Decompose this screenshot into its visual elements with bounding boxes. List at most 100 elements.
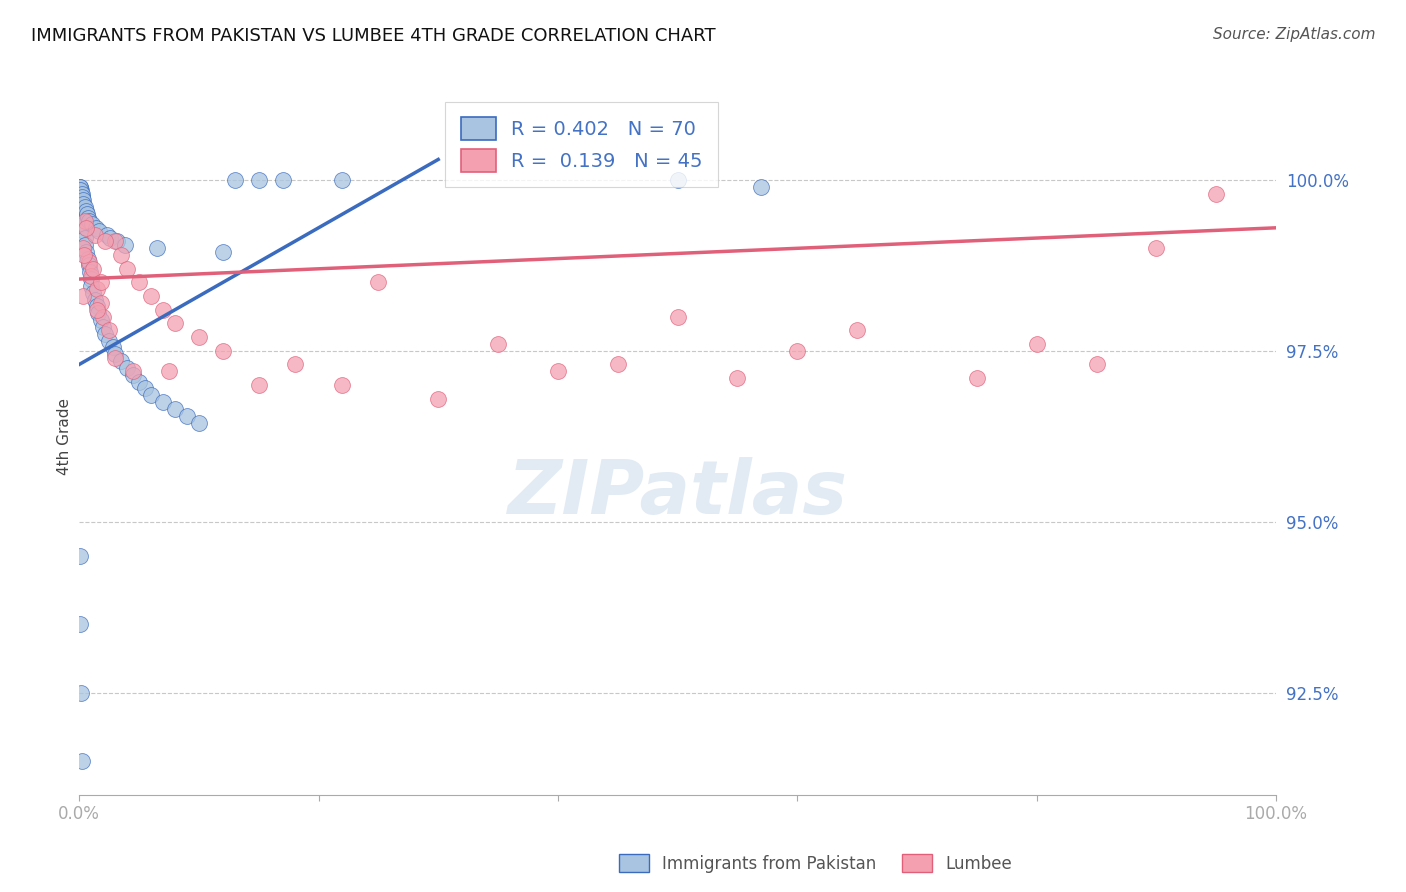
Point (72, 203, 94, 218)
Point (966, 371, 988, 385)
Point (73, 200, 96, 214)
Point (69, 200, 91, 214)
Text: IMMIGRANTS FROM PAKISTAN VS LUMBEE 4TH GRADE CORRELATION CHART: IMMIGRANTS FROM PAKISTAN VS LUMBEE 4TH G… (31, 27, 716, 45)
Point (122, 368, 145, 382)
Point (163, 401, 186, 416)
Point (91, 310, 114, 324)
Point (247, 173, 270, 187)
Point (77, 211, 100, 225)
Point (139, 388, 162, 402)
Point (82, 261, 104, 276)
Point (115, 360, 138, 375)
Point (90, 313, 112, 327)
Legend: Immigrants from Pakistan, Lumbee: Immigrants from Pakistan, Lumbee (613, 847, 1018, 880)
Point (75, 214, 97, 228)
Point (69, 194, 91, 208)
Point (122, 364, 145, 378)
Point (104, 235, 127, 249)
Point (79, 265, 101, 279)
Point (96, 227, 118, 242)
Point (75, 203, 97, 218)
Point (77, 255, 100, 269)
Point (104, 347, 127, 361)
Point (152, 302, 174, 317)
Point (80, 279, 103, 293)
Point (69, 179, 91, 194)
Point (87, 306, 110, 320)
Legend: R = 0.402   N = 70, R =  0.139   N = 45: R = 0.402 N = 70, R = 0.139 N = 45 (446, 102, 718, 187)
Point (86, 302, 108, 317)
Point (104, 351, 127, 365)
Point (211, 343, 233, 358)
Point (157, 364, 180, 378)
Point (666, 173, 689, 187)
Point (98, 334, 121, 348)
Point (73, 218, 96, 232)
Point (163, 317, 186, 331)
Point (70, 186, 93, 201)
Text: ZIPatlas: ZIPatlas (508, 458, 848, 530)
Point (271, 173, 294, 187)
Point (101, 340, 124, 354)
Point (128, 276, 150, 290)
Point (98, 323, 121, 337)
Point (332, 378, 354, 392)
Point (84, 220, 107, 235)
Point (77, 259, 100, 273)
Point (90, 296, 112, 310)
Point (86, 282, 108, 296)
Point (75, 244, 97, 259)
Point (94, 326, 117, 341)
Point (70, 190, 93, 204)
Point (76, 252, 98, 266)
Point (90, 276, 112, 290)
Point (94, 235, 117, 249)
Point (110, 354, 132, 368)
Point (69, 183, 91, 197)
Point (367, 276, 389, 290)
Point (69, 617, 91, 632)
Text: Source: ZipAtlas.com: Source: ZipAtlas.com (1212, 27, 1375, 42)
Point (427, 392, 450, 406)
Point (70, 685, 93, 699)
Point (86, 299, 108, 313)
Point (846, 323, 869, 337)
Point (1025, 337, 1047, 351)
Point (187, 416, 209, 430)
Point (1085, 358, 1108, 372)
Point (547, 364, 569, 378)
Point (69, 207, 91, 221)
Point (786, 343, 808, 358)
Point (751, 179, 773, 194)
Point (79, 214, 101, 228)
Point (72, 241, 94, 255)
Point (666, 310, 689, 324)
Point (72, 194, 94, 208)
Point (247, 378, 270, 392)
Point (73, 248, 96, 262)
Point (115, 261, 138, 276)
Y-axis label: 4th Grade: 4th Grade (58, 398, 72, 475)
Point (1205, 186, 1227, 201)
Point (146, 241, 169, 255)
Point (110, 248, 132, 262)
Point (82, 218, 104, 232)
Point (72, 289, 94, 303)
Point (224, 173, 246, 187)
Point (332, 173, 354, 187)
Point (73, 224, 96, 238)
Point (134, 381, 156, 395)
Point (80, 272, 103, 286)
Point (89, 224, 111, 238)
Point (727, 371, 749, 385)
Point (75, 231, 97, 245)
Point (75, 238, 97, 252)
Point (83, 293, 105, 307)
Point (70, 197, 93, 211)
Point (69, 549, 91, 563)
Point (75, 220, 97, 235)
Point (98, 231, 121, 245)
Point (83, 227, 105, 242)
Point (70, 190, 93, 204)
Point (187, 330, 209, 344)
